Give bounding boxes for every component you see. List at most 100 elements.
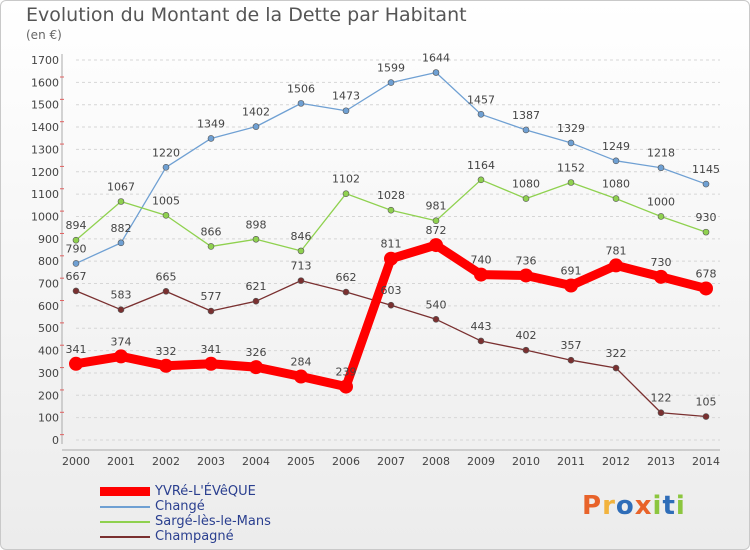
data-label: 1164 <box>467 159 495 172</box>
y-tick-label: 700 <box>38 278 59 291</box>
data-label: 284 <box>291 356 312 369</box>
data-label: 621 <box>246 280 267 293</box>
logo-letter: i <box>652 491 663 521</box>
data-label: 981 <box>426 200 447 213</box>
data-label: 730 <box>651 256 672 269</box>
data-label: 1349 <box>197 117 225 130</box>
legend-label-champagne: Champagné <box>155 529 234 544</box>
data-point <box>519 268 533 283</box>
data-point <box>474 267 488 282</box>
data-point <box>342 190 350 197</box>
data-label: 1067 <box>107 180 135 193</box>
data-point <box>477 111 485 118</box>
data-label: 894 <box>66 219 87 232</box>
data-label: 781 <box>606 244 627 257</box>
data-label: 1402 <box>242 106 270 119</box>
logo-letter: i <box>675 491 686 521</box>
data-label: 374 <box>111 335 132 348</box>
x-tick-label: 2012 <box>602 455 630 468</box>
data-point <box>384 251 398 266</box>
data-label: 1249 <box>602 140 630 153</box>
data-point <box>567 139 575 147</box>
data-point <box>117 306 125 313</box>
data-point <box>567 179 575 186</box>
data-label: 1329 <box>557 122 585 135</box>
y-tick-label: 300 <box>38 367 59 380</box>
data-label: 1473 <box>332 90 360 103</box>
y-tick-label: 1600 <box>31 76 59 89</box>
data-point <box>162 212 170 219</box>
legend-swatch-yvre <box>100 487 150 496</box>
data-point <box>72 287 80 295</box>
logo-letter: o <box>615 491 635 521</box>
data-point <box>612 157 620 165</box>
data-label: 443 <box>471 320 492 333</box>
x-tick-label: 2006 <box>332 455 360 468</box>
data-label: 540 <box>426 298 447 311</box>
data-point <box>207 307 215 315</box>
data-point <box>432 69 440 76</box>
data-label: 898 <box>246 218 267 231</box>
data-point <box>387 206 395 214</box>
data-label: 1000 <box>647 195 675 208</box>
legend-item-champagne: Champagné <box>100 529 271 544</box>
data-point <box>72 236 80 244</box>
data-point <box>114 349 128 364</box>
data-label: 790 <box>66 242 87 255</box>
data-point <box>477 176 485 184</box>
x-tick-label: 2007 <box>377 455 405 468</box>
legend-swatch-change <box>100 505 150 508</box>
data-label: 357 <box>561 339 582 352</box>
data-point <box>294 369 308 384</box>
data-label: 326 <box>246 346 267 359</box>
y-tick-label: 200 <box>38 389 59 402</box>
legend-item-yvre: YVRé-L'ÉVêQUE <box>100 484 271 499</box>
data-point <box>249 360 263 375</box>
x-tick-label: 2004 <box>242 455 270 468</box>
y-tick-label: 400 <box>38 345 59 358</box>
data-label: 846 <box>291 230 312 243</box>
x-tick-label: 2014 <box>692 455 720 468</box>
data-point <box>702 180 710 188</box>
data-label: 1457 <box>467 93 495 106</box>
data-label: 1080 <box>512 178 540 191</box>
data-label: 577 <box>201 290 222 303</box>
data-label: 691 <box>561 265 582 278</box>
data-point <box>159 358 173 373</box>
data-point <box>162 163 170 171</box>
data-point <box>657 213 665 220</box>
chart-subtitle: (en €) <box>26 28 62 42</box>
x-tick-label: 2010 <box>512 455 540 468</box>
data-label: 341 <box>66 343 87 356</box>
data-label: 740 <box>471 254 492 267</box>
data-point <box>207 135 215 142</box>
data-label: 1387 <box>512 109 540 122</box>
logo-letter: x <box>634 491 653 521</box>
x-tick-label: 2002 <box>152 455 180 468</box>
x-tick-label: 2009 <box>467 455 495 468</box>
data-point <box>72 260 80 267</box>
data-label: 341 <box>201 343 222 356</box>
data-point <box>702 228 710 236</box>
y-tick-label: 1200 <box>31 166 59 179</box>
data-point <box>204 356 218 371</box>
y-tick-label: 1100 <box>31 188 59 201</box>
data-point <box>297 277 305 284</box>
data-label: 866 <box>201 225 222 238</box>
data-point <box>117 239 125 247</box>
data-label: 1152 <box>557 161 585 174</box>
data-label: 736 <box>516 254 537 267</box>
x-tick-label: 2013 <box>647 455 675 468</box>
legend-label-sarge: Sargé-lès-le-Mans <box>155 514 271 529</box>
data-point <box>252 297 260 305</box>
data-point <box>612 364 620 372</box>
x-tick-label: 2005 <box>287 455 315 468</box>
data-point <box>564 278 578 293</box>
data-point <box>117 198 125 205</box>
data-point <box>162 288 170 295</box>
data-point <box>252 123 260 130</box>
legend: YVRé-L'ÉVêQUE Changé Sargé-lès-le-Mans C… <box>100 484 271 544</box>
data-point <box>612 195 620 202</box>
data-label: 583 <box>111 289 132 302</box>
